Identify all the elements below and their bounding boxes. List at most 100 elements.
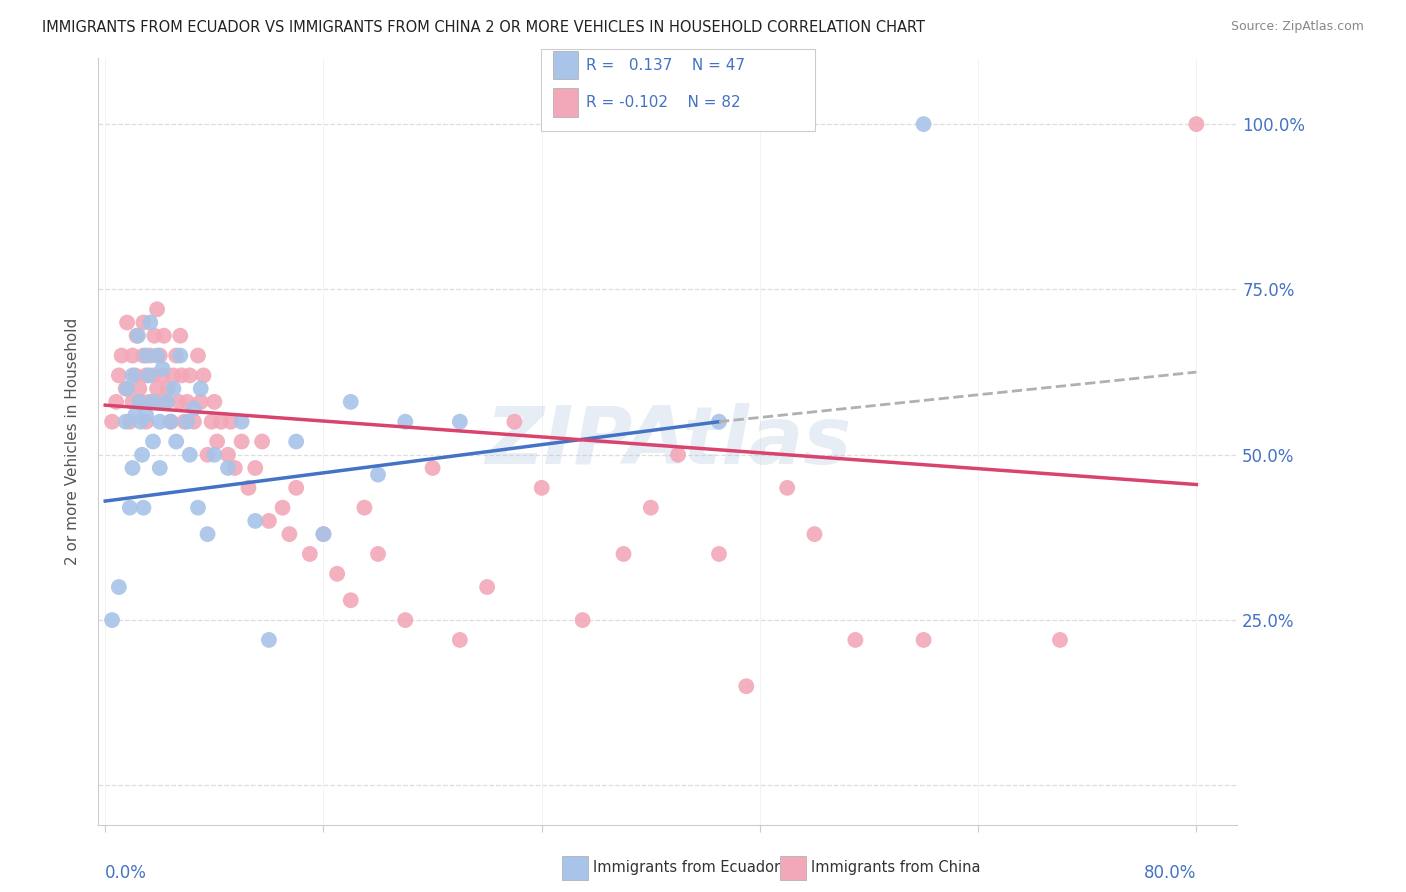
Point	[152, 361, 174, 376]
Point	[121, 368, 143, 383]
Point	[156, 395, 179, 409]
Point	[173, 415, 195, 429]
Point	[449, 632, 471, 647]
Text: Immigrants from Ecuador: Immigrants from Ecuador	[593, 861, 780, 875]
Point	[776, 481, 799, 495]
Point	[219, 415, 242, 429]
Point	[449, 415, 471, 429]
Point	[101, 415, 124, 429]
Point	[183, 401, 205, 416]
Point	[183, 415, 205, 429]
Point	[162, 368, 184, 383]
Point	[176, 415, 198, 429]
Text: ZIPAtlas: ZIPAtlas	[485, 402, 851, 481]
Point	[179, 448, 201, 462]
Point	[156, 395, 179, 409]
Point	[193, 368, 215, 383]
Text: 80.0%: 80.0%	[1144, 864, 1197, 882]
Point	[142, 434, 165, 449]
Point	[121, 461, 143, 475]
Point	[146, 349, 169, 363]
Point	[149, 349, 172, 363]
Point	[1185, 117, 1208, 131]
Point	[114, 382, 136, 396]
Point	[209, 415, 232, 429]
Point	[128, 382, 150, 396]
Point	[803, 527, 825, 541]
Point	[190, 382, 212, 396]
Point	[110, 349, 132, 363]
Point	[142, 368, 165, 383]
Point	[912, 632, 935, 647]
Text: R =   0.137    N = 47: R = 0.137 N = 47	[586, 58, 745, 72]
Point	[124, 408, 146, 422]
Point	[162, 382, 184, 396]
Point	[231, 434, 253, 449]
Point	[142, 395, 165, 409]
Point	[197, 448, 219, 462]
Point	[217, 448, 239, 462]
Point	[475, 580, 498, 594]
Point	[257, 632, 280, 647]
Point	[125, 328, 148, 343]
Point	[132, 349, 155, 363]
Point	[205, 434, 228, 449]
Text: Immigrants from China: Immigrants from China	[811, 861, 981, 875]
Point	[129, 415, 152, 429]
Point	[105, 395, 128, 409]
Point	[201, 415, 224, 429]
Point	[159, 415, 181, 429]
Point	[169, 328, 191, 343]
Point	[167, 395, 190, 409]
Point	[124, 368, 146, 383]
Point	[394, 415, 416, 429]
Point	[353, 500, 375, 515]
Point	[170, 368, 193, 383]
Point	[118, 415, 141, 429]
Point	[339, 395, 361, 409]
Text: Source: ZipAtlas.com: Source: ZipAtlas.com	[1230, 20, 1364, 33]
Point	[149, 415, 172, 429]
Point	[135, 349, 157, 363]
Point	[187, 500, 209, 515]
Point	[245, 461, 267, 475]
Point	[238, 481, 260, 495]
Point	[128, 395, 150, 409]
Point	[139, 316, 162, 330]
Point	[367, 547, 389, 561]
Point	[115, 382, 138, 396]
Point	[176, 395, 198, 409]
Point	[135, 415, 157, 429]
Point	[231, 415, 253, 429]
Point	[179, 368, 201, 383]
Point	[844, 632, 866, 647]
Point	[127, 328, 149, 343]
Point	[666, 448, 689, 462]
Point	[367, 467, 389, 482]
Point	[108, 580, 131, 594]
Point	[640, 500, 662, 515]
Point	[190, 395, 212, 409]
Point	[108, 368, 131, 383]
Point	[217, 461, 239, 475]
Point	[312, 527, 335, 541]
Point	[202, 448, 225, 462]
Point	[1049, 632, 1071, 647]
Point	[394, 613, 416, 627]
Point	[135, 408, 157, 422]
Point	[285, 434, 308, 449]
Point	[138, 368, 160, 383]
Point	[250, 434, 273, 449]
Point	[149, 395, 172, 409]
Point	[121, 349, 143, 363]
Point	[530, 481, 553, 495]
Point	[156, 382, 179, 396]
Point	[146, 382, 169, 396]
Point	[165, 434, 187, 449]
Text: R = -0.102    N = 82: R = -0.102 N = 82	[586, 95, 741, 110]
Text: 0.0%: 0.0%	[105, 864, 148, 882]
Point	[707, 415, 730, 429]
Point	[149, 461, 172, 475]
Point	[707, 547, 730, 561]
Point	[298, 547, 321, 561]
